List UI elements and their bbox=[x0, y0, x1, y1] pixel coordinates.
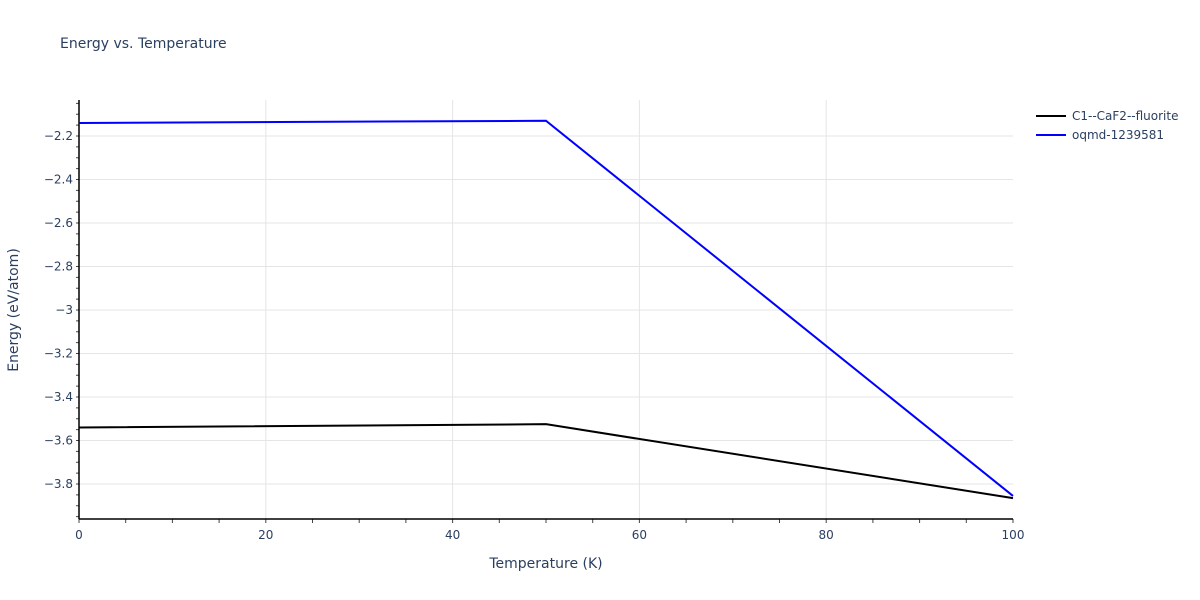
x-tick-label: 60 bbox=[632, 528, 647, 542]
y-tick-label: −2.4 bbox=[44, 173, 73, 187]
y-tick-label: −2.8 bbox=[44, 260, 73, 274]
legend-line-icon bbox=[1036, 133, 1066, 136]
data-lines bbox=[78, 119, 1014, 500]
y-axis-title: Energy (eV/atom) bbox=[6, 248, 22, 372]
y-tick-label: −3.6 bbox=[44, 434, 73, 448]
y-tick-label: −2.2 bbox=[44, 129, 73, 143]
y-tick-label: −3.2 bbox=[44, 347, 73, 361]
y-tick-label: −3.4 bbox=[44, 390, 73, 404]
x-tick-label: 100 bbox=[1002, 528, 1025, 542]
axes: −2.2 −2.4 −2.6 −2.8 −3 −3.2 −3.4 −3.6 −3.8 0 20 40 6… bbox=[44, 100, 1025, 542]
x-tick-label: 0 bbox=[75, 528, 83, 542]
y-tick-label: −3.8 bbox=[44, 477, 73, 491]
series-line-1[interactable] bbox=[78, 119, 1014, 497]
series-line-0[interactable] bbox=[78, 423, 1014, 500]
x-tick-label: 80 bbox=[819, 528, 834, 542]
legend-item-fluorite[interactable]: C1--CaF2--fluorite bbox=[1036, 106, 1178, 125]
x-tick-label: 40 bbox=[445, 528, 460, 542]
legend-label: C1--CaF2--fluorite bbox=[1072, 108, 1179, 123]
x-tick-label: 20 bbox=[258, 528, 273, 542]
gridlines bbox=[79, 100, 1013, 519]
y-tick-label: −3 bbox=[55, 303, 73, 317]
legend: C1--CaF2--fluorite oqmd-1239581 bbox=[1036, 106, 1178, 144]
x-axis-title: Temperature (K) bbox=[488, 556, 602, 572]
y-tick-label: −2.6 bbox=[44, 216, 73, 230]
legend-label: oqmd-1239581 bbox=[1072, 127, 1165, 142]
legend-item-oqmd[interactable]: oqmd-1239581 bbox=[1036, 125, 1178, 144]
chart-title: Energy vs. Temperature bbox=[60, 36, 227, 52]
legend-line-icon bbox=[1036, 114, 1066, 117]
